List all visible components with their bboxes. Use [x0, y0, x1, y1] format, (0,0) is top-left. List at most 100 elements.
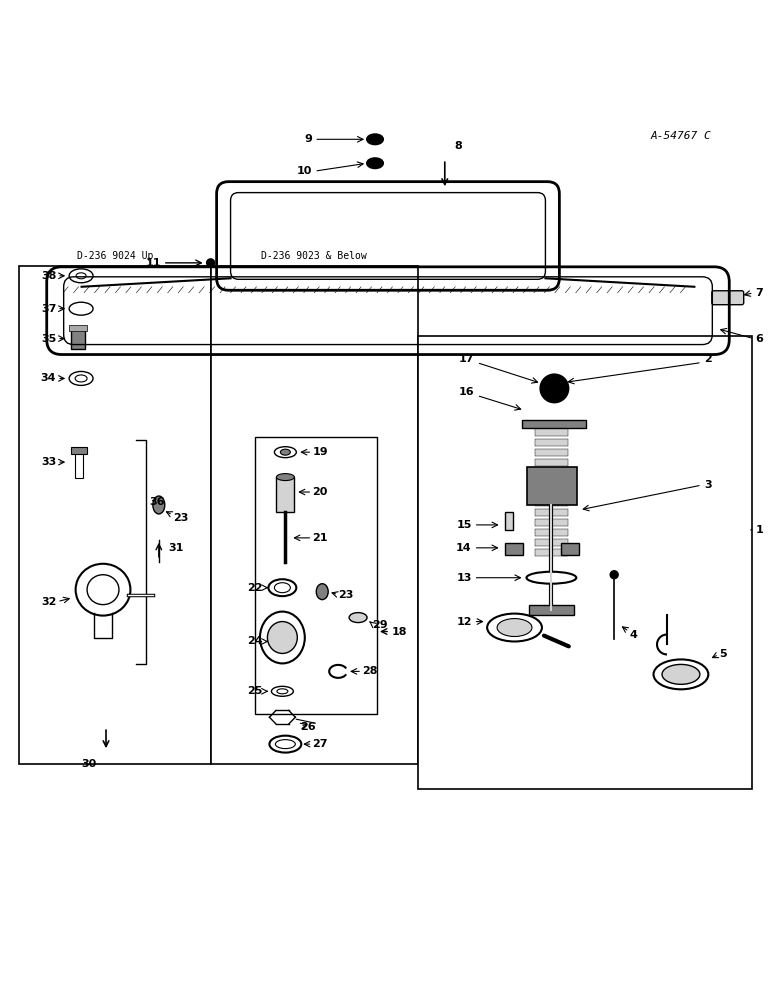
Bar — [536, 459, 568, 466]
Bar — [527, 467, 577, 505]
Text: 11: 11 — [145, 258, 161, 268]
Bar — [536, 439, 568, 446]
Bar — [561, 543, 579, 555]
Text: 27: 27 — [312, 739, 328, 749]
Text: 18: 18 — [392, 627, 408, 637]
Bar — [522, 420, 586, 428]
Bar — [536, 529, 568, 536]
Text: 7: 7 — [756, 288, 764, 298]
Text: 23: 23 — [338, 590, 354, 600]
Bar — [536, 499, 568, 506]
Text: 34: 34 — [41, 373, 56, 383]
Ellipse shape — [280, 449, 290, 455]
Ellipse shape — [76, 273, 86, 279]
Text: D-236 9023 & Below: D-236 9023 & Below — [262, 251, 367, 261]
Ellipse shape — [267, 622, 297, 653]
Circle shape — [610, 571, 618, 579]
Ellipse shape — [269, 579, 296, 596]
Ellipse shape — [69, 269, 93, 283]
Bar — [505, 512, 513, 530]
Bar — [536, 489, 568, 496]
Text: 12: 12 — [456, 617, 472, 627]
Bar — [536, 479, 568, 486]
Bar — [71, 447, 87, 454]
Text: 37: 37 — [41, 304, 56, 314]
Ellipse shape — [260, 612, 305, 663]
Text: 28: 28 — [362, 666, 378, 676]
Bar — [19, 266, 211, 764]
FancyBboxPatch shape — [712, 291, 743, 305]
Text: 21: 21 — [312, 533, 328, 543]
Text: 9: 9 — [304, 134, 312, 144]
Ellipse shape — [276, 474, 294, 481]
Bar — [536, 509, 568, 516]
Text: 4: 4 — [629, 630, 637, 640]
Ellipse shape — [274, 447, 296, 458]
Ellipse shape — [317, 584, 328, 600]
Bar — [256, 437, 377, 714]
Text: 17: 17 — [459, 354, 475, 364]
Ellipse shape — [277, 689, 288, 694]
Text: 30: 30 — [82, 759, 96, 769]
Text: 19: 19 — [312, 447, 328, 457]
Circle shape — [540, 374, 568, 402]
Circle shape — [207, 259, 215, 267]
Bar — [71, 329, 85, 349]
Text: 1: 1 — [756, 525, 764, 535]
Ellipse shape — [497, 619, 532, 637]
Ellipse shape — [269, 736, 301, 753]
Ellipse shape — [75, 375, 87, 382]
Ellipse shape — [69, 371, 93, 385]
Bar — [75, 450, 83, 478]
Text: 22: 22 — [247, 583, 262, 593]
Text: D-236 9024 Up: D-236 9024 Up — [76, 251, 153, 261]
Bar — [536, 549, 568, 556]
Text: 16: 16 — [459, 387, 475, 397]
Bar — [536, 519, 568, 526]
Bar — [69, 325, 87, 331]
Ellipse shape — [487, 614, 542, 641]
Text: 29: 29 — [372, 620, 388, 630]
Text: 24: 24 — [247, 636, 262, 646]
Ellipse shape — [349, 613, 367, 623]
Bar — [276, 477, 294, 512]
Bar — [530, 605, 574, 615]
Text: 20: 20 — [312, 487, 327, 497]
Ellipse shape — [272, 686, 293, 696]
Ellipse shape — [153, 496, 164, 514]
Ellipse shape — [367, 158, 383, 168]
Bar — [418, 336, 752, 789]
Bar — [536, 539, 568, 546]
Text: 26: 26 — [300, 722, 316, 732]
Text: 6: 6 — [756, 334, 764, 344]
Text: 13: 13 — [456, 573, 472, 583]
Text: 3: 3 — [704, 480, 712, 490]
Ellipse shape — [276, 740, 296, 749]
Text: 23: 23 — [173, 513, 188, 523]
Ellipse shape — [367, 134, 383, 144]
Text: 25: 25 — [247, 686, 262, 696]
Text: 8: 8 — [455, 141, 462, 151]
Bar — [536, 429, 568, 436]
Text: 31: 31 — [169, 543, 185, 553]
Ellipse shape — [274, 583, 290, 593]
Ellipse shape — [662, 664, 700, 684]
Text: A-54767 C: A-54767 C — [651, 131, 712, 141]
Bar — [505, 543, 523, 555]
Ellipse shape — [654, 659, 709, 689]
Text: 5: 5 — [719, 649, 726, 659]
Text: 33: 33 — [41, 457, 56, 467]
Text: 38: 38 — [41, 271, 56, 281]
Text: 15: 15 — [456, 520, 472, 530]
Bar — [211, 266, 418, 764]
Ellipse shape — [527, 572, 577, 584]
FancyArrowPatch shape — [544, 636, 569, 646]
Text: 14: 14 — [456, 543, 472, 553]
Bar — [536, 449, 568, 456]
Text: 2: 2 — [704, 354, 712, 364]
Text: 10: 10 — [297, 166, 312, 176]
Text: 35: 35 — [41, 334, 56, 344]
Text: 32: 32 — [41, 597, 56, 607]
Text: 36: 36 — [149, 497, 164, 507]
Bar — [536, 469, 568, 476]
